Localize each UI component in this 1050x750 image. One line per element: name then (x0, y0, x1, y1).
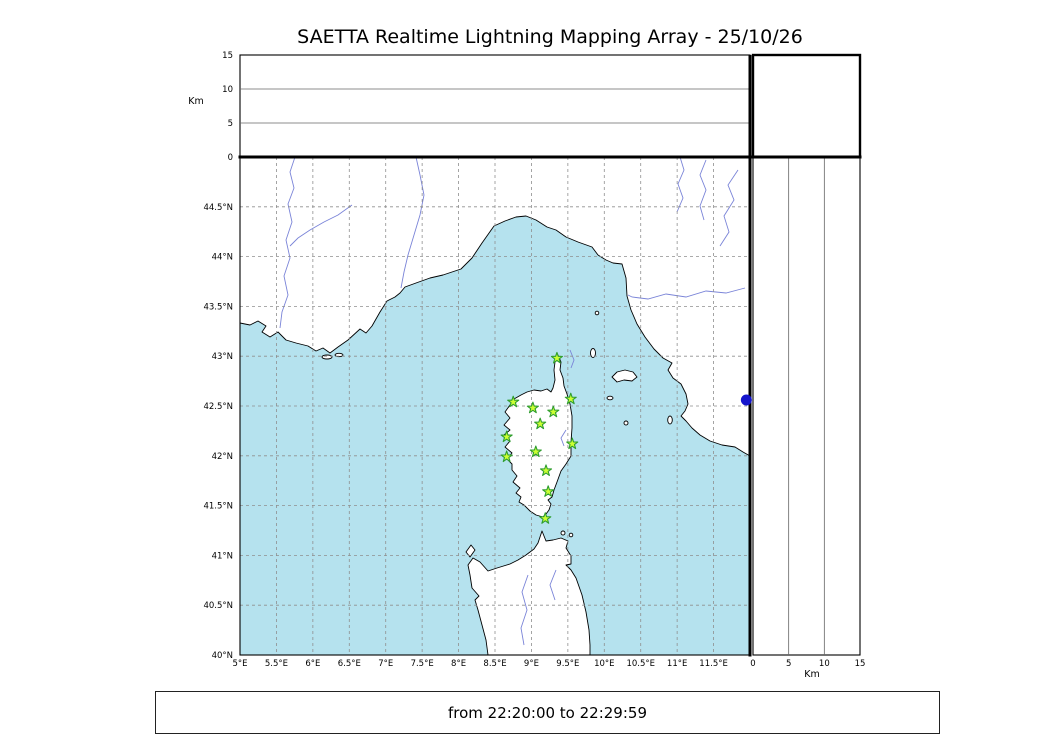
top-km-tick-label: 10 (222, 85, 233, 95)
river (676, 156, 685, 213)
island (568, 532, 574, 538)
top-altitude-tick-labels: 0 5 10 15 (222, 51, 233, 163)
longitude-tick-labels: 5°E 5.5°E 6°E 6.5°E 7°E 7.5°E 8°E 8.5°E 9°E 9.5°E… (232, 659, 727, 669)
river (549, 569, 557, 601)
right-panel-gridlines (788, 157, 825, 655)
lat-tick-label: 43°N (212, 352, 233, 362)
rivers-layer (279, 156, 746, 646)
lon-tick-label: 6°E (305, 659, 320, 669)
map-gridlines (240, 157, 750, 655)
station-marker (566, 437, 579, 450)
coastline-mainland-france-italy (239, 156, 751, 457)
coastline-sardinia (467, 530, 591, 656)
river (400, 156, 425, 289)
page-title: SAETTA Realtime Lightning Mapping Array … (297, 26, 803, 48)
river (560, 429, 567, 447)
lat-tick-label: 42°N (212, 452, 233, 462)
island-elba (611, 369, 638, 383)
station-marker (534, 417, 547, 430)
river (569, 349, 575, 369)
lat-tick-label: 44.5°N (203, 203, 233, 213)
lon-tick-label: 9°E (524, 659, 539, 669)
station-marker (507, 395, 520, 408)
lon-tick-label: 5°E (232, 659, 247, 669)
island (623, 420, 629, 426)
time-range-box: from 22:20:00 to 22:29:59 (155, 691, 940, 734)
right-altitude-tick-labels: 0 5 10 15 (750, 659, 865, 669)
extra-markers (740, 394, 752, 406)
histogram-corner-panel (751, 53, 862, 159)
lon-tick-label: 11.5°E (699, 659, 728, 669)
right-km-tick-label: 5 (786, 659, 791, 669)
lon-tick-label: 8.5°E (483, 659, 506, 669)
lon-tick-label: 7°E (378, 659, 393, 669)
right-km-tick-label: 15 (855, 659, 866, 669)
top-axis-unit-label: Km (188, 96, 203, 107)
lat-tick-label: 42.5°N (203, 402, 233, 412)
station-marker (542, 485, 555, 497)
station-marker (564, 392, 577, 405)
right-km-tick-label: 0 (750, 659, 755, 669)
lon-tick-label: 10°E (594, 659, 614, 669)
altitude-longitude-panel (239, 54, 751, 158)
station-marker (526, 401, 539, 414)
station-marker (500, 430, 513, 443)
right-axis-unit-label: Km (804, 669, 819, 680)
river (520, 574, 529, 646)
river (699, 159, 707, 221)
lon-tick-label: 8°E (451, 659, 466, 669)
river (289, 204, 353, 247)
lon-tick-label: 7.5°E (411, 659, 434, 669)
lon-tick-label: 10.5°E (626, 659, 655, 669)
time-range-text: from 22:20:00 to 22:29:59 (447, 703, 647, 722)
lon-tick-label: 6.5°E (338, 659, 361, 669)
right-km-tick-label: 10 (819, 659, 830, 669)
lat-tick-label: 41°N (212, 551, 233, 561)
station-marker (550, 351, 563, 364)
station-marker (539, 464, 553, 476)
river (627, 287, 746, 300)
station-markers (500, 351, 579, 524)
island (321, 354, 333, 360)
river (719, 169, 739, 247)
station-marker (547, 405, 560, 418)
top-km-tick-label: 0 (228, 153, 233, 163)
altitude-latitude-panel (752, 156, 861, 656)
lat-tick-label: 41.5°N (203, 502, 233, 512)
island (667, 415, 673, 425)
lat-tick-label: 43.5°N (203, 302, 233, 312)
lat-tick-label: 40.5°N (203, 601, 233, 611)
station-marker (539, 512, 552, 524)
station-marker (529, 445, 542, 458)
top-km-tick-label: 5 (228, 119, 233, 129)
lon-tick-label: 5.5°E (265, 659, 288, 669)
lat-tick-label: 44°N (212, 253, 233, 263)
islands (321, 310, 673, 558)
station-marker (500, 450, 513, 463)
top-panel-gridlines (240, 88, 750, 124)
edge-marker (740, 394, 752, 406)
island (594, 310, 600, 316)
lat-tick-label: 40°N (212, 651, 233, 661)
lon-tick-label: 11°E (667, 659, 687, 669)
island (590, 348, 596, 358)
latitude-tick-labels: 40°N 40.5°N 41°N 41.5°N 42°N 42.5°N 43°N 43.5°N… (203, 203, 233, 661)
island (560, 530, 566, 536)
lon-tick-label: 9.5°E (556, 659, 579, 669)
top-km-tick-label: 15 (222, 51, 233, 61)
river (279, 156, 296, 329)
land-layer (239, 156, 751, 656)
island (606, 395, 614, 401)
